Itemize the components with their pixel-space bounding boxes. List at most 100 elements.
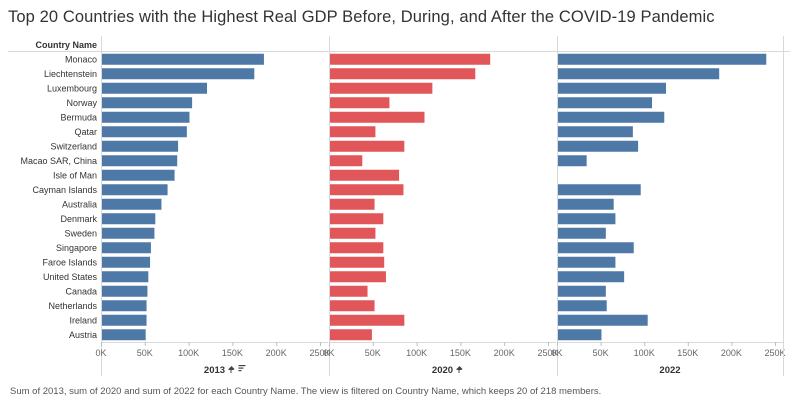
bar-2013 bbox=[102, 271, 149, 283]
x-tick-label: 200K bbox=[266, 348, 287, 358]
sort-icon bbox=[238, 365, 246, 367]
x-tick-label: 200K bbox=[721, 348, 742, 358]
bar-2022 bbox=[558, 329, 602, 341]
bar-2022 bbox=[558, 68, 720, 80]
bar-2013 bbox=[102, 140, 179, 152]
bar-2013 bbox=[102, 285, 148, 297]
sort-icon bbox=[238, 367, 244, 369]
bar-2013 bbox=[102, 314, 147, 326]
bar-2022 bbox=[558, 184, 641, 196]
x-tick-label: 250K bbox=[309, 348, 330, 358]
country-label: Switzerland bbox=[50, 142, 97, 152]
bar-2020 bbox=[330, 314, 405, 326]
bar-2013 bbox=[102, 68, 255, 80]
bar-2013 bbox=[102, 126, 187, 138]
bar-2022 bbox=[558, 300, 607, 312]
bar-2022 bbox=[558, 285, 606, 297]
bar-2022 bbox=[558, 256, 616, 268]
bar-2013 bbox=[102, 198, 162, 210]
bar-2020 bbox=[330, 213, 384, 225]
bar-2022 bbox=[558, 82, 666, 94]
bar-2020 bbox=[330, 53, 491, 65]
country-label: Luxembourg bbox=[47, 84, 97, 94]
bar-2013 bbox=[102, 184, 168, 196]
bar-2022 bbox=[558, 198, 614, 210]
bar-2020 bbox=[330, 285, 368, 297]
series-title-2013: 2013 bbox=[204, 365, 225, 376]
country-label: Qatar bbox=[74, 127, 97, 137]
bar-2013 bbox=[102, 256, 151, 268]
bar-2020 bbox=[330, 97, 390, 109]
country-label: Bermuda bbox=[60, 113, 97, 123]
series-title-2020: 2020 bbox=[432, 365, 453, 376]
bar-2013 bbox=[102, 242, 151, 254]
x-tick-label: 100K bbox=[406, 348, 427, 358]
bar-2022 bbox=[558, 155, 587, 167]
x-tick-label: 0K bbox=[551, 348, 562, 358]
bar-2013 bbox=[102, 329, 146, 341]
bar-2013 bbox=[102, 97, 193, 109]
country-label: United States bbox=[43, 272, 98, 282]
country-label: Denmark bbox=[60, 214, 97, 224]
x-tick-label: 0K bbox=[95, 348, 106, 358]
x-tick-label: 250K bbox=[764, 348, 785, 358]
x-tick-label: 150K bbox=[450, 348, 471, 358]
country-label: Sweden bbox=[64, 229, 97, 239]
bar-2020 bbox=[330, 140, 405, 152]
bar-2020 bbox=[330, 184, 404, 196]
x-tick-label: 0K bbox=[323, 348, 334, 358]
bar-2013 bbox=[102, 213, 156, 225]
x-tick-label: 150K bbox=[677, 348, 698, 358]
bar-2022 bbox=[558, 314, 648, 326]
bar-2020 bbox=[330, 126, 376, 138]
sort-icon bbox=[238, 370, 242, 372]
country-label: Faroe Islands bbox=[42, 258, 97, 268]
x-tick-label: 150K bbox=[222, 348, 243, 358]
bar-2013 bbox=[102, 227, 155, 239]
bar-2022 bbox=[558, 271, 625, 283]
country-label: Monaco bbox=[65, 55, 97, 65]
bar-2013 bbox=[102, 155, 178, 167]
bar-2022 bbox=[558, 126, 633, 138]
series-title-2022: 2022 bbox=[659, 365, 680, 376]
bar-2020 bbox=[330, 169, 400, 181]
bar-2013 bbox=[102, 53, 264, 65]
x-tick-label: 200K bbox=[494, 348, 515, 358]
x-tick-label: 50K bbox=[365, 348, 381, 358]
bar-2022 bbox=[558, 97, 653, 109]
country-label: Netherlands bbox=[48, 301, 97, 311]
bar-2022 bbox=[558, 227, 606, 239]
x-tick-label: 100K bbox=[178, 348, 199, 358]
country-label: Austria bbox=[69, 330, 97, 340]
bar-2020 bbox=[330, 155, 363, 167]
bar-2022 bbox=[558, 53, 767, 65]
country-label: Isle of Man bbox=[53, 171, 97, 181]
country-label: Ireland bbox=[69, 316, 97, 326]
country-label: Macao SAR, China bbox=[20, 156, 97, 166]
bar-2020 bbox=[330, 271, 386, 283]
bar-2020 bbox=[330, 68, 476, 80]
bar-2020 bbox=[330, 329, 372, 341]
x-tick-label: 50K bbox=[593, 348, 609, 358]
pin-icon bbox=[456, 366, 463, 373]
row-header-label: Country Name bbox=[35, 40, 97, 50]
bar-2020 bbox=[330, 198, 375, 210]
bar-2013 bbox=[102, 111, 190, 123]
bar-2020 bbox=[330, 82, 433, 94]
bar-2013 bbox=[102, 82, 207, 94]
x-tick-label: 100K bbox=[634, 348, 655, 358]
country-label: Liechtenstein bbox=[44, 69, 97, 79]
bar-2013 bbox=[102, 169, 175, 181]
bar-2013 bbox=[102, 300, 147, 312]
bar-2020 bbox=[330, 227, 376, 239]
bar-2022 bbox=[558, 111, 665, 123]
x-tick-label: 250K bbox=[537, 348, 558, 358]
pin-icon bbox=[228, 366, 235, 373]
bar-2020 bbox=[330, 111, 425, 123]
footnote: Sum of 2013, sum of 2020 and sum of 2022… bbox=[10, 386, 602, 397]
x-tick-label: 50K bbox=[137, 348, 153, 358]
country-label: Cayman Islands bbox=[32, 185, 97, 195]
country-label: Norway bbox=[66, 98, 97, 108]
